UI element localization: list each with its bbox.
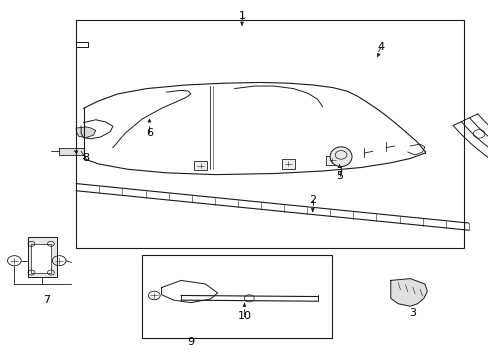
- Text: 4: 4: [377, 42, 384, 52]
- Ellipse shape: [329, 147, 351, 167]
- Text: 10: 10: [237, 311, 251, 321]
- Text: 1: 1: [238, 11, 245, 21]
- Bar: [59, 148, 83, 155]
- Bar: [76, 21, 463, 248]
- Bar: [27, 237, 57, 277]
- Bar: [31, 244, 51, 273]
- Text: 8: 8: [82, 153, 89, 163]
- Bar: [142, 255, 331, 338]
- Text: 9: 9: [187, 337, 194, 347]
- Polygon shape: [390, 279, 427, 306]
- Polygon shape: [76, 127, 96, 138]
- Text: 7: 7: [43, 295, 50, 305]
- Bar: [282, 159, 294, 168]
- Bar: [194, 161, 206, 170]
- Text: 5: 5: [335, 171, 343, 181]
- Text: 3: 3: [408, 308, 415, 318]
- Text: 6: 6: [145, 129, 153, 138]
- Bar: [325, 156, 338, 165]
- Text: 2: 2: [308, 195, 316, 205]
